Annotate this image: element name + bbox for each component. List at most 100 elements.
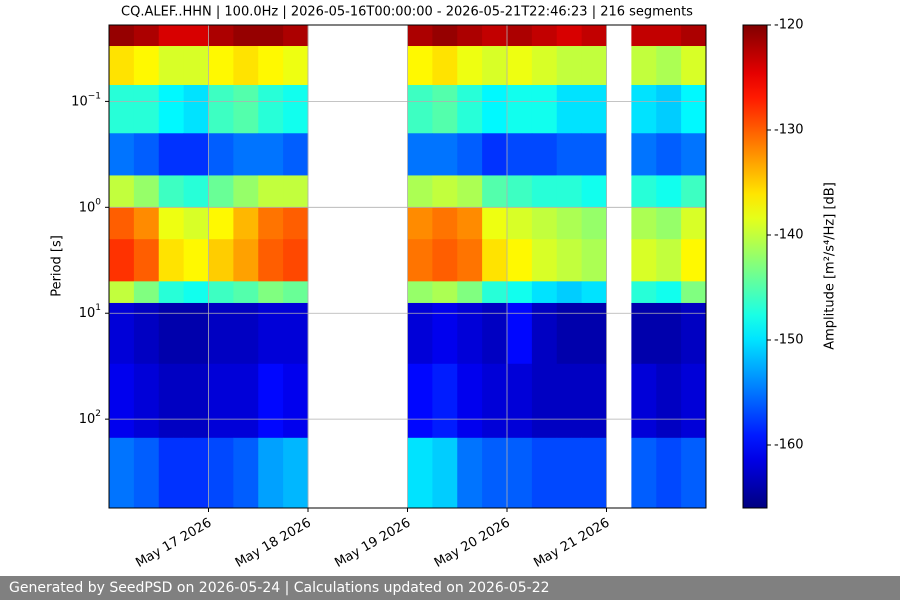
- heatmap-cell: [407, 84, 433, 134]
- heatmap-cell: [283, 207, 309, 240]
- y-tick-exponent: 0: [95, 197, 101, 207]
- heatmap-cell: [432, 302, 458, 365]
- heatmap-cell: [407, 175, 433, 208]
- heatmap-cell: [581, 84, 607, 134]
- heatmap-cell: [258, 133, 284, 176]
- heatmap-cell: [283, 25, 309, 47]
- heatmap-cell: [631, 175, 657, 208]
- x-tick-label: May 19 2026: [332, 516, 413, 571]
- heatmap-cell: [432, 84, 458, 134]
- heatmap-cell: [258, 46, 284, 86]
- heatmap-cell: [407, 281, 433, 304]
- heatmap-cell: [109, 133, 135, 176]
- y-tick-label: 100: [79, 197, 102, 215]
- heatmap-cell: [109, 175, 135, 208]
- heatmap-cell: [283, 175, 309, 208]
- heatmap-cell: [133, 281, 160, 304]
- heatmap-cell: [109, 281, 135, 304]
- heatmap-cell: [631, 363, 657, 439]
- y-tick-base: 10: [79, 306, 96, 321]
- heatmap-cell: [158, 133, 185, 176]
- heatmap-cell: [581, 437, 607, 509]
- heatmap-cell: [258, 281, 284, 304]
- heatmap-cell: [208, 84, 234, 134]
- colorbar-tick-label: -130: [774, 123, 804, 138]
- heatmap-cell: [681, 281, 707, 304]
- heatmap-cell: [656, 281, 682, 304]
- heatmap-cell: [681, 437, 707, 509]
- heatmap-cell: [556, 239, 583, 282]
- heatmap-cell: [407, 302, 433, 365]
- footer: Generated by SeedPSD on 2026-05-24 | Cal…: [0, 576, 900, 600]
- heatmap-cell: [183, 363, 209, 439]
- heatmap-cell: [233, 437, 259, 509]
- heatmap-cell: [158, 84, 185, 134]
- heatmap-cell: [631, 207, 657, 240]
- heatmap-cell: [208, 239, 234, 282]
- heatmap-cell: [482, 363, 508, 439]
- heatmap-cell: [482, 239, 508, 282]
- heatmap-cell: [681, 207, 707, 240]
- heatmap-cell: [482, 46, 508, 86]
- heatmap-cell: [556, 207, 583, 240]
- heatmap-cell: [133, 363, 160, 439]
- heatmap-cell: [183, 207, 209, 240]
- heatmap-cell: [681, 175, 707, 208]
- colorbar-tick-label: -150: [774, 333, 804, 348]
- heatmap-cell: [507, 25, 533, 47]
- heatmap-cell: [432, 25, 458, 47]
- heatmap-cell: [457, 363, 483, 439]
- heatmap-cell: [432, 363, 458, 439]
- heatmap-cell: [656, 133, 682, 176]
- y-tick-base: 10: [71, 94, 88, 109]
- heatmap-cell: [233, 239, 259, 282]
- heatmap-cell: [133, 437, 160, 509]
- heatmap-cell: [258, 363, 284, 439]
- heatmap-cell: [457, 175, 483, 208]
- heatmap-cell: [581, 302, 607, 365]
- heatmap-cell: [531, 437, 558, 509]
- heatmap-cell: [183, 25, 209, 47]
- y-tick-label: 10−1: [71, 91, 101, 109]
- heatmap-cell: [531, 84, 558, 134]
- heatmap-cell: [507, 302, 533, 365]
- chart: CQ.ALEF..HHN | 100.0Hz | 2026-05-16T00:0…: [50, 5, 838, 571]
- heatmap-cell: [133, 207, 160, 240]
- heatmap-cell: [407, 46, 433, 86]
- heatmap-cell: [581, 363, 607, 439]
- heatmap-cell: [631, 239, 657, 282]
- heatmap-cell: [133, 239, 160, 282]
- heatmap-cell: [158, 46, 185, 86]
- heatmap-cell: [581, 239, 607, 282]
- heatmap-cell: [457, 207, 483, 240]
- heatmap-cell: [407, 437, 433, 509]
- heatmap-cell: [233, 175, 259, 208]
- heatmap-cell: [283, 281, 309, 304]
- heatmap-cell: [631, 46, 657, 86]
- heatmap-cell: [556, 437, 583, 509]
- chart-title: CQ.ALEF..HHN | 100.0Hz | 2026-05-16T00:0…: [121, 5, 693, 20]
- heatmap-cell: [581, 175, 607, 208]
- heatmap-cell: [208, 437, 234, 509]
- heatmap-cell: [507, 133, 533, 176]
- heatmap-cell: [133, 302, 160, 365]
- heatmap-cell: [681, 46, 707, 86]
- heatmap-cell: [531, 25, 558, 47]
- heatmap-cell: [457, 437, 483, 509]
- heatmap-cell: [233, 302, 259, 365]
- heatmap-cell: [681, 239, 707, 282]
- heatmap-cell: [556, 281, 583, 304]
- heatmap-cell: [656, 363, 682, 439]
- heatmap-cell: [531, 239, 558, 282]
- heatmap-cell: [133, 46, 160, 86]
- heatmap-cell: [531, 302, 558, 365]
- heatmap-cell: [183, 239, 209, 282]
- y-tick-exponent: 1: [95, 303, 101, 313]
- heatmap-cell: [133, 133, 160, 176]
- heatmap-cell: [233, 84, 259, 134]
- heatmap-cell: [109, 437, 135, 509]
- heatmap-cell: [258, 302, 284, 365]
- heatmap-cell: [482, 207, 508, 240]
- heatmap-cell: [656, 175, 682, 208]
- y-tick-base: 10: [79, 412, 96, 427]
